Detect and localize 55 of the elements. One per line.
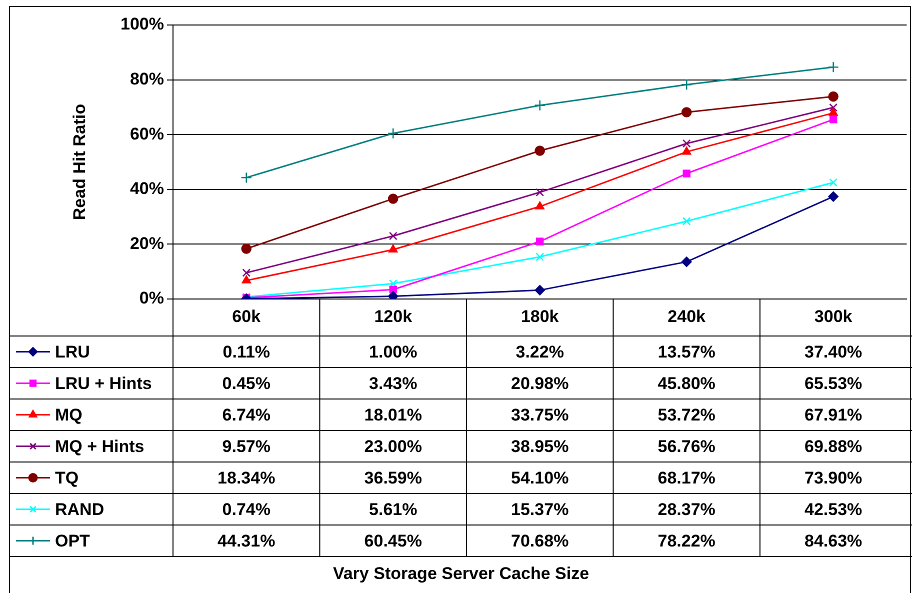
data-label: 3.43% <box>369 374 418 393</box>
data-label: 65.53% <box>804 374 862 393</box>
legend-label: MQ + Hints <box>55 436 144 456</box>
data-label: 37.40% <box>804 342 862 362</box>
data-label: 13.57% <box>658 342 716 362</box>
x-tick-label: 60k <box>232 306 262 326</box>
data-label: 44.31% <box>218 531 276 550</box>
data-label: 18.34% <box>218 468 276 488</box>
y-tick-label: 20% <box>130 234 164 253</box>
data-label: 1.00% <box>369 342 418 362</box>
data-label: 53.72% <box>658 405 716 424</box>
data-label: 15.37% <box>511 500 569 519</box>
data-label: 18.01% <box>364 405 422 424</box>
legend-label: LRU + Hints <box>55 374 152 393</box>
y-tick-label: 40% <box>130 179 164 198</box>
data-label: 67.91% <box>804 405 862 424</box>
x-tick-label: 240k <box>668 306 706 326</box>
data-label: 54.10% <box>511 468 569 488</box>
data-label: 84.63% <box>804 531 862 550</box>
x-tick-label: 300k <box>814 306 853 326</box>
data-label: 56.76% <box>658 436 716 456</box>
data-label: 42.53% <box>804 500 862 519</box>
x-tick-label: 120k <box>374 306 413 326</box>
data-label: 69.88% <box>804 436 862 456</box>
data-label: 70.68% <box>511 531 569 550</box>
data-label: 23.00% <box>364 436 422 456</box>
legend-label: OPT <box>55 531 91 550</box>
y-tick-label: 60% <box>130 124 164 144</box>
legend-label: RAND <box>55 500 104 519</box>
data-label: 60.45% <box>364 531 422 550</box>
data-label: 20.98% <box>511 374 569 393</box>
data-label: 36.59% <box>364 468 422 488</box>
data-label: 78.22% <box>658 531 716 550</box>
legend-label: TQ <box>55 468 79 488</box>
data-label: 3.22% <box>516 342 564 362</box>
y-axis-title: Read Hit Ratio <box>70 104 89 220</box>
data-label: 68.17% <box>658 468 716 488</box>
data-label: 0.45% <box>222 374 270 393</box>
y-tick-label: 100% <box>120 14 164 34</box>
text: Vary Storage Server Cache Size <box>332 564 590 584</box>
data-label: 73.90% <box>804 468 862 488</box>
data-label: 0.74% <box>222 500 270 519</box>
data-label: 9.57% <box>222 436 270 456</box>
data-label: 0.11% <box>222 342 270 362</box>
data-label: 45.80% <box>658 374 716 393</box>
data-label: 5.61% <box>369 500 418 519</box>
data-label: 33.75% <box>511 405 569 424</box>
x-tick-label: 180k <box>520 306 560 326</box>
y-tick-label: 80% <box>130 69 164 88</box>
legend-label: MQ <box>55 405 82 424</box>
data-label: 28.37% <box>658 500 716 519</box>
data-label: 38.95% <box>511 436 569 456</box>
y-tick-label: 0% <box>139 288 164 308</box>
data-label: 6.74% <box>222 405 270 424</box>
legend-label: LRU <box>55 342 90 362</box>
